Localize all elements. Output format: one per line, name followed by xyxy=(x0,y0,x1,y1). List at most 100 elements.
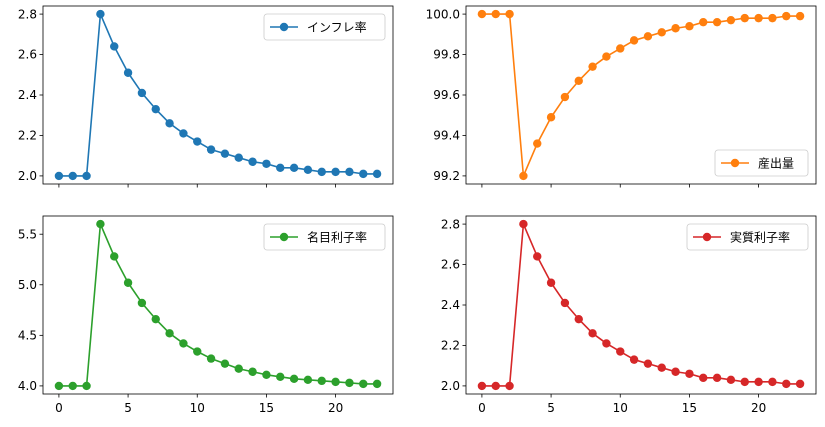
data-point xyxy=(345,378,354,388)
data-point xyxy=(629,36,639,45)
x-tick-label: 10 xyxy=(190,401,205,415)
data-point xyxy=(345,167,354,177)
y-tick-label: 99.4 xyxy=(433,129,460,143)
data-point xyxy=(712,373,722,383)
y-tick-label: 4.5 xyxy=(18,329,37,343)
data-point xyxy=(754,377,763,387)
data-point xyxy=(685,22,694,31)
data-point xyxy=(560,92,570,102)
legend: 名目利子率 xyxy=(263,223,386,251)
data-point xyxy=(234,364,243,373)
data-point xyxy=(110,42,119,51)
x-tick-label: 15 xyxy=(259,401,274,415)
x-tick-label: 0 xyxy=(478,401,486,415)
data-point xyxy=(616,44,625,53)
data-point xyxy=(740,13,749,23)
data-point xyxy=(220,359,230,368)
legend-label: 実質利子率 xyxy=(730,229,790,244)
data-point xyxy=(123,278,133,287)
legend-frame xyxy=(263,13,386,41)
data-point xyxy=(685,369,694,378)
data-point xyxy=(629,355,639,364)
data-point xyxy=(574,314,583,324)
data-point xyxy=(96,9,105,19)
data-point xyxy=(248,157,257,166)
data-point xyxy=(54,381,64,391)
data-point xyxy=(657,28,666,37)
data-point xyxy=(54,171,64,181)
legend-marker-swatch xyxy=(279,22,289,32)
data-point xyxy=(193,137,202,146)
data-point xyxy=(179,339,188,348)
legend: インフレ率 xyxy=(263,13,386,41)
legend-label: 産出量 xyxy=(758,155,794,170)
data-point xyxy=(795,11,805,21)
axes-frame xyxy=(42,215,394,395)
subplot-3: 4.0 4.5 5.0 5.5 0 5 10 15 20 名目利子率 xyxy=(18,215,394,415)
legend: 産出量 xyxy=(714,149,809,177)
data-point xyxy=(505,381,514,391)
legend-marker-swatch xyxy=(279,232,289,242)
data-point xyxy=(137,88,147,98)
data-point xyxy=(331,377,340,387)
data-point xyxy=(193,347,202,356)
data-point xyxy=(519,171,528,181)
legend: 実質利子率 xyxy=(686,223,809,251)
data-point xyxy=(68,381,77,391)
y-tick-label: 2.6 xyxy=(441,258,460,272)
data-point xyxy=(151,314,160,324)
data-point xyxy=(671,367,680,376)
data-point xyxy=(491,381,500,391)
legend-frame xyxy=(714,149,809,177)
data-point xyxy=(574,76,583,86)
data-point xyxy=(317,376,326,386)
data-point xyxy=(616,347,625,356)
data-point xyxy=(546,113,556,122)
data-point xyxy=(533,252,542,261)
data-point xyxy=(754,13,763,23)
data-point xyxy=(768,13,777,23)
data-point xyxy=(137,298,147,308)
y-tick-label: 99.8 xyxy=(433,48,460,62)
legend-label: 名目利子率 xyxy=(307,229,367,244)
data-point xyxy=(782,11,791,21)
subplot-1: 2.0 2.2 2.4 2.6 2.8 インフレ率 xyxy=(18,5,394,188)
data-point xyxy=(262,370,271,379)
y-tick-label: 2.8 xyxy=(441,217,460,231)
data-point xyxy=(206,145,216,154)
x-tick-label: 20 xyxy=(751,401,766,415)
data-point xyxy=(560,298,570,308)
data-point xyxy=(588,329,597,338)
data-point xyxy=(726,15,736,25)
x-tick-label: 5 xyxy=(124,401,132,415)
data-point xyxy=(491,9,500,19)
y-tick-label: 4.0 xyxy=(18,379,37,393)
data-point xyxy=(234,153,243,162)
legend-frame xyxy=(263,223,386,251)
data-point xyxy=(262,159,271,168)
subplot-2: 99.2 99.4 99.6 99.8 100.0 産出量 xyxy=(426,5,817,188)
data-point xyxy=(359,169,368,179)
x-tick-label: 15 xyxy=(682,401,697,415)
data-point xyxy=(331,167,340,177)
data-point xyxy=(165,329,174,338)
data-point xyxy=(657,363,666,372)
y-tick-label: 2.2 xyxy=(441,339,460,353)
data-point xyxy=(303,165,313,175)
data-point xyxy=(289,163,299,173)
data-point xyxy=(276,163,285,173)
data-point xyxy=(740,377,749,387)
y-tick-label: 2.8 xyxy=(18,7,37,21)
data-point xyxy=(505,9,514,19)
y-tick-label: 100.0 xyxy=(426,7,460,21)
legend-frame xyxy=(686,223,809,251)
legend-marker-swatch xyxy=(702,232,712,242)
x-tick-label: 5 xyxy=(547,401,555,415)
y-tick-label: 2.2 xyxy=(18,129,37,143)
data-point xyxy=(82,381,91,391)
x-tick-label: 20 xyxy=(328,401,343,415)
data-point xyxy=(165,119,174,128)
data-point xyxy=(179,129,188,138)
data-point xyxy=(248,367,257,376)
data-point xyxy=(110,252,119,261)
